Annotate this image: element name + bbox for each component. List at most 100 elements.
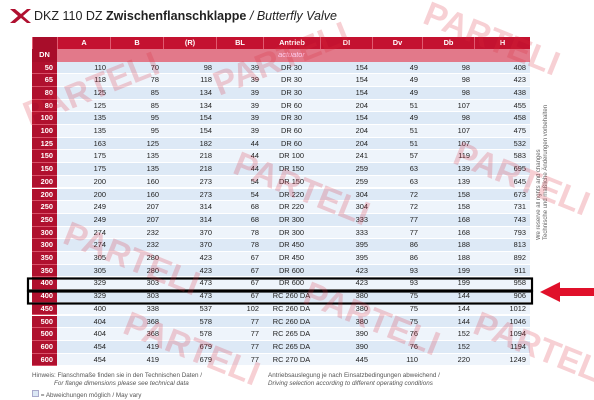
table-cell: 67	[250, 265, 259, 275]
row-band	[57, 239, 530, 252]
table-cell: DR 600	[278, 265, 305, 275]
table-cell: RC 265 DA	[272, 329, 311, 339]
table-cell: 188	[457, 253, 470, 262]
table-cell: DR 60	[281, 100, 302, 110]
footer-line: Hinweis: Flanschmaße finden sie in den T…	[32, 372, 202, 379]
table-cell: 274	[93, 227, 106, 237]
table-cell: 423	[513, 75, 526, 85]
table-cell: 98	[461, 113, 470, 123]
table-cell: 139	[457, 176, 470, 186]
table-cell: 259	[355, 176, 368, 186]
table-cell: 110	[94, 62, 106, 72]
table-cell: 280	[146, 253, 159, 262]
table-cell: 218	[199, 164, 212, 174]
table-cell: 70	[150, 62, 159, 72]
table-cell: DR 300	[278, 214, 305, 224]
footer-right: Antriebsauslegung je nach Einsatzbedingu…	[268, 372, 440, 388]
row-band	[57, 340, 530, 354]
table-cell: 76	[409, 329, 418, 339]
table-cell: 77	[250, 341, 259, 351]
table-cell: 204	[355, 100, 368, 110]
table-cell: 168	[457, 227, 470, 237]
table-cell: 139	[457, 164, 470, 174]
table-cell: 200	[93, 189, 106, 199]
table-cell: 314	[199, 202, 212, 212]
dn-cell: 450	[32, 302, 57, 316]
table-cell: DR 220	[278, 202, 305, 212]
row-band	[57, 201, 530, 214]
table-cell: 49	[409, 62, 418, 72]
row-band	[57, 315, 530, 329]
table-cell: 95	[150, 113, 159, 123]
table-cell: 163	[93, 138, 106, 148]
table-cell: 1012	[509, 303, 526, 313]
table-cell: 135	[93, 113, 106, 123]
table-cell: 39	[250, 100, 259, 110]
table-cell: 75	[409, 303, 418, 313]
table-cell: 204	[355, 138, 368, 148]
table-cell: 154	[355, 62, 368, 72]
table-cell: 135	[93, 126, 106, 135]
table-cell: 199	[457, 278, 470, 288]
dn-cell: 80	[32, 86, 57, 100]
table-cell: 333	[355, 214, 368, 224]
table-cell: 44	[250, 138, 259, 148]
table-cell: DR 60	[281, 126, 302, 135]
subheader-band	[57, 49, 530, 62]
table-cell: DR 100	[278, 151, 305, 161]
row-band	[57, 226, 530, 240]
table-cell: 280	[146, 265, 159, 275]
table-cell: 370	[199, 227, 212, 237]
table-cell: 207	[146, 214, 159, 224]
footer-line: Antriebsauslegung je nach Einsatzbedingu…	[268, 372, 440, 379]
table-cell: 144	[457, 291, 470, 301]
table-cell: 395	[355, 240, 368, 250]
row-band	[57, 112, 530, 125]
table-cell: 154	[199, 126, 212, 135]
table-cell: 85	[150, 87, 159, 97]
table-cell: 408	[513, 62, 526, 72]
table-cell: 125	[146, 138, 159, 148]
dn-cell: 50	[32, 61, 57, 75]
table-cell: 72	[409, 189, 418, 199]
dn-cell: 150	[32, 163, 57, 176]
dn-cell: 350	[32, 264, 57, 278]
table-cell: 645	[513, 176, 526, 186]
table-cell: 134	[199, 87, 212, 97]
table-cell: 423	[355, 265, 368, 275]
table-cell: 154	[355, 75, 368, 85]
table-cell: 200	[93, 176, 106, 186]
table-cell: 95	[150, 126, 159, 135]
table-cell: 78	[150, 75, 159, 85]
table-cell: 404	[93, 329, 106, 339]
legend-swatch	[32, 390, 39, 397]
table-cell: 110	[406, 354, 418, 364]
table-cell: 249	[93, 214, 106, 224]
row-band	[57, 302, 530, 316]
table-cell: DR 450	[278, 253, 305, 262]
table-cell: 51	[409, 100, 418, 110]
arrow	[540, 282, 594, 302]
footer-note: = Abweichungen möglich / May vary	[32, 390, 141, 400]
table-cell: 107	[457, 138, 470, 148]
table-cell: 380	[355, 291, 368, 301]
table-cell: 86	[409, 253, 418, 262]
side-note: We reserve all rights and changes Techni…	[536, 40, 549, 240]
table-cell: DR 60	[281, 138, 302, 148]
table-cell: 135	[146, 151, 159, 161]
table-cell: 76	[409, 341, 418, 351]
row-band	[57, 264, 530, 278]
table-cell: 78	[250, 227, 259, 237]
table-cell: 329	[93, 278, 106, 288]
table-cell: 168	[457, 214, 470, 224]
table-cell: 118	[200, 75, 212, 85]
table-cell: 93	[409, 265, 418, 275]
table-cell: 390	[355, 341, 368, 351]
table-cell: 911	[514, 265, 526, 275]
table-cell: 395	[355, 253, 368, 262]
table-cell: 85	[150, 100, 159, 110]
table-cell: DR 300	[278, 227, 305, 237]
table-cell: 1194	[510, 341, 526, 351]
table-cell: 204	[355, 126, 368, 135]
table-cell: 39	[250, 126, 259, 135]
